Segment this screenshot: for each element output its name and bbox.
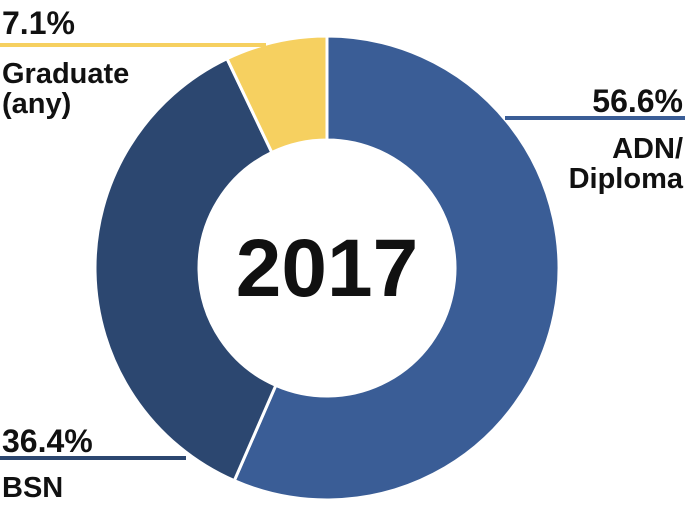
value-label: 56.6% (592, 83, 683, 119)
center-label: 2017 (236, 223, 418, 314)
value-label: 36.4% (2, 423, 93, 459)
slice (93, 56, 278, 483)
category-label: ADN/Diploma (569, 133, 684, 195)
slice (224, 34, 329, 155)
category-label: Graduate (any) (2, 58, 129, 120)
value-label: 7.1% (2, 5, 75, 41)
slice (232, 34, 561, 502)
category-label: BSN (2, 472, 63, 504)
